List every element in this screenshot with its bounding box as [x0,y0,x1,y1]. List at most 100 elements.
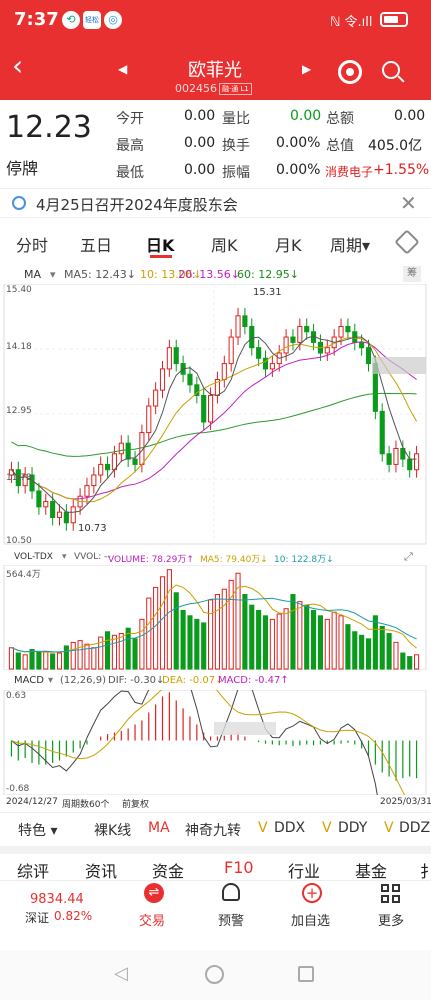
candle-body [56,511,63,518]
amplitude-value: 0.00% [276,162,321,178]
sector-change[interactable]: +1.55% [373,162,430,178]
volume-bar [132,638,138,670]
chip-distribution-button[interactable]: 筹 [403,266,421,282]
tab-industry[interactable]: 行业 [288,862,321,881]
system-nav-bar: ◁ [0,950,431,1000]
close-icon[interactable]: ✕ [400,191,417,215]
candle-body [29,474,35,492]
adjust-mode[interactable]: 前复权 [122,800,150,810]
add-watchlist-icon[interactable]: + [302,883,322,903]
indicator-ddx[interactable]: DDX [274,820,306,836]
recents-nav-icon[interactable] [298,966,314,982]
bulb-icon [12,196,26,210]
tab-more[interactable]: 扌 [420,862,431,881]
indicator-nine-turns[interactable]: 神奇九转 [185,823,241,839]
candle-body [84,485,90,497]
volume-bar [297,601,303,670]
date-end: 2025/03/31 [380,797,431,807]
volume-bar [249,604,255,670]
alert-label[interactable]: 预警 [218,914,245,929]
tab-timeshare[interactable]: 分时 [16,236,49,255]
candlestick-chart[interactable] [0,284,431,549]
indicator-ddy[interactable]: DDY [338,820,368,836]
volume-bar [166,569,172,670]
indicator-naked-k[interactable]: 裸K线 [94,823,132,839]
macd-params: (12,26,9) [60,675,106,686]
suspension-marker [214,722,276,735]
volume-bar [111,634,117,670]
candle-body [118,442,124,455]
volume-bar [173,592,179,670]
more-label[interactable]: 更多 [378,914,405,929]
grid-icon[interactable] [381,884,401,904]
volume-bar [125,627,131,670]
macd-menu-icon[interactable]: ▾ [48,675,54,686]
sector-label[interactable]: 消费电子 [325,165,374,179]
volume-bar [56,652,63,670]
trade-icon[interactable]: ⇌ [144,883,164,903]
volume-bar [221,588,227,670]
volume-chart[interactable] [0,565,431,670]
candle-body [338,325,344,338]
candle-body [407,458,413,471]
next-stock-icon[interactable]: ▶ [302,62,312,76]
search-icon[interactable] [382,61,400,79]
home-nav-icon[interactable] [205,965,224,984]
volume-bar [331,611,337,670]
bell-icon[interactable] [222,883,240,901]
indicator-bar: 特色 ▾ 裸K线 MA 神奇九转 V DDX V DDY V DDZ [0,812,431,844]
vvol-value: VVOL: -- [74,552,111,562]
candle-body [208,394,214,423]
volume-bar [63,645,69,670]
trade-label[interactable]: 交易 [139,914,166,929]
tab-summary[interactable]: 综评 [17,862,50,881]
tab-weekly-k[interactable]: 周K [211,236,238,255]
date-start: 2024/12/27 [6,797,58,807]
volume-bar [8,647,14,670]
tab-period[interactable]: 周期▾ [330,236,371,255]
candle-body [36,490,42,508]
active-tab-indicator [150,255,172,258]
back-nav-icon[interactable]: ◁ [114,963,128,984]
candle-body [146,405,152,434]
volume-bar [146,597,152,670]
search-icon-handle [397,75,405,83]
price-axis-tick: 10.50 [6,536,32,546]
notice-bar[interactable]: 4月25日召开2024年度股东会 ✕ [0,188,431,218]
market-cap-label: 总值 [326,138,354,154]
tab-fund[interactable]: 基金 [355,862,388,881]
price-axis-tick: 15.40 [6,285,32,295]
ma5-value: MA5: 12.43↓ [64,268,136,281]
macd-axis-top: 0.63 [6,691,27,701]
tab-f10[interactable]: F10 [224,858,254,877]
settings-icon[interactable] [394,229,420,255]
volume-bar [139,618,145,670]
status-bar: 7:37 ⟲ 轻松 ◎ ℕ 令.ıll [0,0,431,38]
indicator-ddz[interactable]: DDZ [399,820,431,836]
vol-menu-icon[interactable]: ▾ [62,552,67,562]
current-price: 12.23 [6,110,92,145]
volume-bar [365,638,372,670]
candle-body [269,363,275,370]
back-icon[interactable]: ‹ [12,49,24,82]
tab-news[interactable]: 资讯 [85,862,118,881]
volume-bar [359,634,365,670]
expand-icon[interactable]: ⤢ [404,550,413,563]
assistant-icon[interactable] [338,60,362,84]
ma-menu-icon[interactable]: ▾ [50,268,56,281]
volume-bar [194,618,200,670]
prev-stock-icon[interactable]: ◀ [118,62,128,76]
ma60-value: 60: 12.95↓ [237,268,299,281]
add-watchlist-label[interactable]: 加自选 [291,914,331,929]
tab-funds-flow[interactable]: 资金 [152,862,185,881]
volume-axis-top: 564.4万 [6,570,41,580]
macd-chart[interactable] [0,690,431,795]
candle-body [379,410,385,455]
tab-five-day[interactable]: 五日 [80,236,113,255]
feature-dropdown[interactable]: 特色 ▾ [18,823,58,839]
price-axis-tick: 12.95 [6,406,32,416]
indicator-ma[interactable]: MA [148,820,170,836]
vip-icon: V [322,820,332,836]
tab-monthly-k[interactable]: 月K [275,236,302,255]
tab-daily-k[interactable]: 日K [146,236,175,255]
